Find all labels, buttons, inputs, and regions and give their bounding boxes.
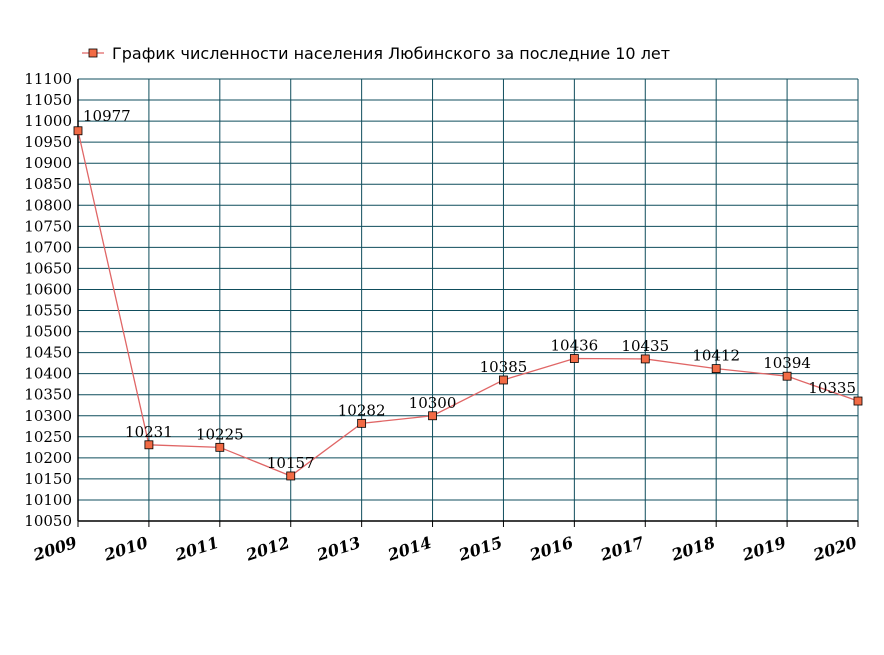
legend: График численности населения Любинского … bbox=[82, 44, 670, 63]
x-tick-label-2018: 2018 bbox=[668, 533, 717, 565]
legend-marker-icon bbox=[88, 48, 98, 58]
data-labels: 10977 10231 10225 10157 10282 10300 10385 10436… bbox=[83, 107, 856, 472]
data-point-2016 bbox=[569, 354, 579, 363]
y-tick-label-10350: 10350 bbox=[24, 386, 72, 404]
data-label-2018: 10412 bbox=[692, 347, 740, 365]
x-tick-label-2009: 2009 bbox=[30, 533, 79, 565]
y-tick-labels: 10050 10100 10150 10200 10250 10300 10350 10400… bbox=[24, 70, 72, 530]
data-point-2012 bbox=[286, 471, 296, 481]
y-tick-label-10800: 10800 bbox=[24, 196, 72, 214]
data-label-2019: 10394 bbox=[763, 354, 811, 372]
grid-layer bbox=[77, 78, 859, 522]
y-tick-label-10600: 10600 bbox=[24, 280, 72, 298]
y-tick-label-10400: 10400 bbox=[24, 365, 72, 383]
data-label-2016: 10436 bbox=[551, 337, 599, 355]
data-label-2020: 10335 bbox=[808, 379, 856, 397]
y-tick-label-10100: 10100 bbox=[24, 491, 72, 509]
y-tick-label-10550: 10550 bbox=[24, 302, 72, 320]
x-tick-label-2016: 2016 bbox=[526, 533, 575, 565]
data-point-2009 bbox=[73, 126, 83, 136]
data-point-2010 bbox=[144, 440, 154, 450]
data-point-2018 bbox=[711, 364, 721, 374]
x-tick-label-2019: 2019 bbox=[739, 533, 788, 565]
y-tick-label-10650: 10650 bbox=[24, 259, 72, 277]
x-tick-label-2017: 2017 bbox=[597, 533, 646, 565]
data-label-2012: 10157 bbox=[267, 454, 315, 472]
x-tick-label-2012: 2012 bbox=[243, 533, 292, 565]
y-tick-label-11050: 11050 bbox=[24, 91, 72, 109]
y-tick-label-10950: 10950 bbox=[24, 133, 72, 151]
data-point-2013 bbox=[357, 418, 367, 428]
axis-layer bbox=[77, 79, 859, 527]
y-tick-label-11100: 11100 bbox=[24, 70, 72, 88]
y-tick-label-10450: 10450 bbox=[24, 344, 72, 362]
data-point-2019 bbox=[782, 371, 792, 381]
x-tick-label-2014: 2014 bbox=[385, 533, 434, 565]
y-tick-label-10700: 10700 bbox=[24, 238, 72, 256]
series-line bbox=[77, 130, 859, 477]
y-tick-label-10750: 10750 bbox=[24, 217, 72, 235]
data-label-2009: 10977 bbox=[83, 107, 131, 125]
x-tick-label-2010: 2010 bbox=[101, 533, 150, 565]
data-label-2013: 10282 bbox=[338, 401, 386, 419]
y-tick-label-10150: 10150 bbox=[24, 470, 72, 488]
y-tick-label-10900: 10900 bbox=[24, 154, 72, 172]
series-layer bbox=[73, 126, 863, 481]
data-point-2014 bbox=[428, 411, 437, 421]
x-tick-label-2020: 2020 bbox=[810, 533, 859, 565]
y-tick-label-10500: 10500 bbox=[24, 323, 72, 341]
data-label-2014: 10300 bbox=[409, 394, 457, 412]
y-tick-label-10850: 10850 bbox=[24, 175, 72, 193]
y-tick-label-11000: 11000 bbox=[24, 112, 72, 130]
x-tick-labels: 2009 2010 2011 2012 2013 2014 2015 2016 2017 2018… bbox=[30, 533, 859, 565]
x-tick-label-2015: 2015 bbox=[456, 533, 505, 565]
data-point-2020 bbox=[853, 396, 863, 406]
y-tick-label-10300: 10300 bbox=[24, 407, 72, 425]
data-point-2011 bbox=[215, 442, 225, 452]
y-tick-label-10200: 10200 bbox=[24, 449, 72, 467]
y-tick-label-10050: 10050 bbox=[24, 512, 72, 530]
data-label-2010: 10231 bbox=[125, 423, 173, 441]
data-label-2011: 10225 bbox=[196, 425, 244, 443]
x-tick-label-2013: 2013 bbox=[314, 533, 363, 565]
data-point-2015 bbox=[499, 375, 508, 385]
data-label-2015: 10385 bbox=[480, 358, 528, 376]
y-tick-label-10250: 10250 bbox=[24, 428, 72, 446]
legend-label: График численности населения Любинского … bbox=[112, 44, 670, 63]
data-label-2017: 10435 bbox=[621, 337, 669, 355]
data-point-2017 bbox=[640, 354, 650, 364]
x-tick-label-2011: 2011 bbox=[172, 533, 221, 565]
